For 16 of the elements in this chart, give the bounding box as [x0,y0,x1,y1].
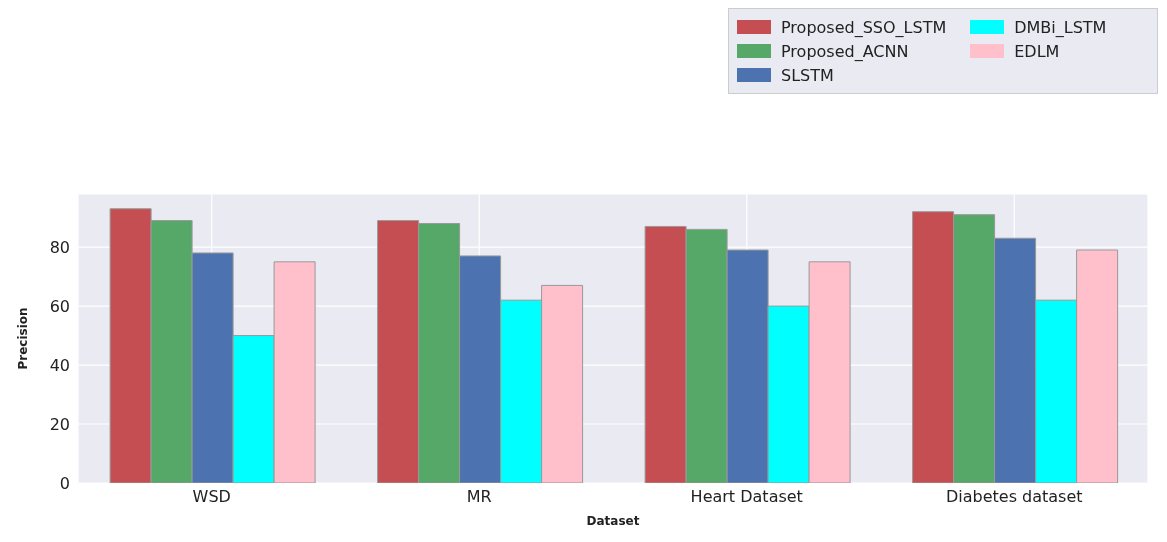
x-axis-title: Dataset [586,514,640,528]
x-tick-label: Heart Dataset [690,487,803,507]
y-tick-label: 20 [49,414,70,434]
legend-label: DMBi_LSTM [1014,17,1107,37]
x-tick-label: WSD [192,487,231,507]
y-tick-label: 40 [49,355,70,375]
y-tick-label: 60 [49,296,70,316]
y-tick-label: 0 [59,473,70,493]
y-axis-title: Precision [16,307,31,370]
x-tick-label: MR [466,487,492,507]
legend-label: Proposed_ACNN [781,41,909,61]
y-tick-label: 80 [49,237,70,257]
legend-label: EDLM [1014,41,1060,61]
x-tick-label: Diabetes dataset [945,487,1083,507]
legend-label: Proposed_SSO_LSTM [781,17,947,37]
legend-label: SLSTM [781,65,834,85]
